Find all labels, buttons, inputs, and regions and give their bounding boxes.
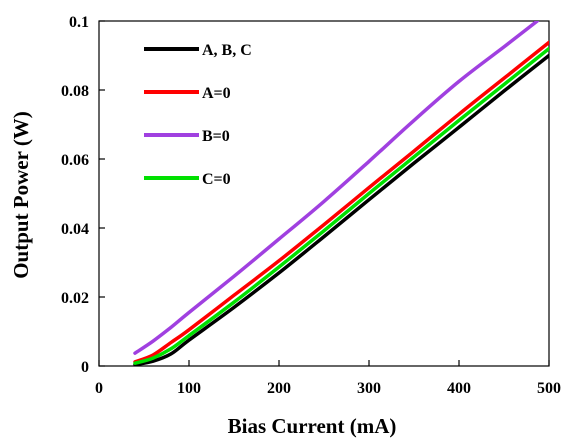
legend: A, B, C A=0 B=0 C=0 (144, 42, 252, 188)
x-axis-title: Bias Current (mA) (228, 414, 397, 438)
series-layer (133, 21, 549, 366)
plot-frame (98, 20, 550, 367)
x-tick-label: 200 (267, 380, 291, 397)
series-line-4 (133, 46, 549, 365)
y-tick-label: 0.02 (61, 290, 89, 307)
x-tick-label: 400 (447, 380, 471, 397)
y-tick-label: 0.06 (61, 152, 89, 169)
legend-label-2: A=0 (202, 85, 231, 102)
series-line-3 (133, 21, 540, 355)
x-tick-label: 100 (177, 380, 201, 397)
y-tick-label: 0 (81, 359, 89, 376)
y-tick-label: 0.08 (61, 83, 89, 100)
series-line-2 (133, 40, 549, 364)
x-tick-label: 300 (357, 380, 381, 397)
y-axis: 0 0.02 0.04 0.06 0.08 0.1 (61, 14, 105, 376)
y-axis-title: Output Power (W) (9, 111, 33, 279)
y-tick-label: 0.1 (69, 14, 89, 31)
x-tick-label: 0 (95, 380, 103, 397)
x-axis: 0 100 200 300 400 500 (95, 360, 561, 397)
y-tick-label: 0.04 (61, 221, 89, 238)
legend-label-1: A, B, C (202, 42, 252, 59)
legend-label-3: B=0 (202, 128, 230, 145)
plot-area (98, 20, 550, 367)
x-tick-label: 500 (537, 380, 561, 397)
series-line-1 (133, 53, 549, 366)
legend-label-4: C=0 (202, 171, 231, 188)
